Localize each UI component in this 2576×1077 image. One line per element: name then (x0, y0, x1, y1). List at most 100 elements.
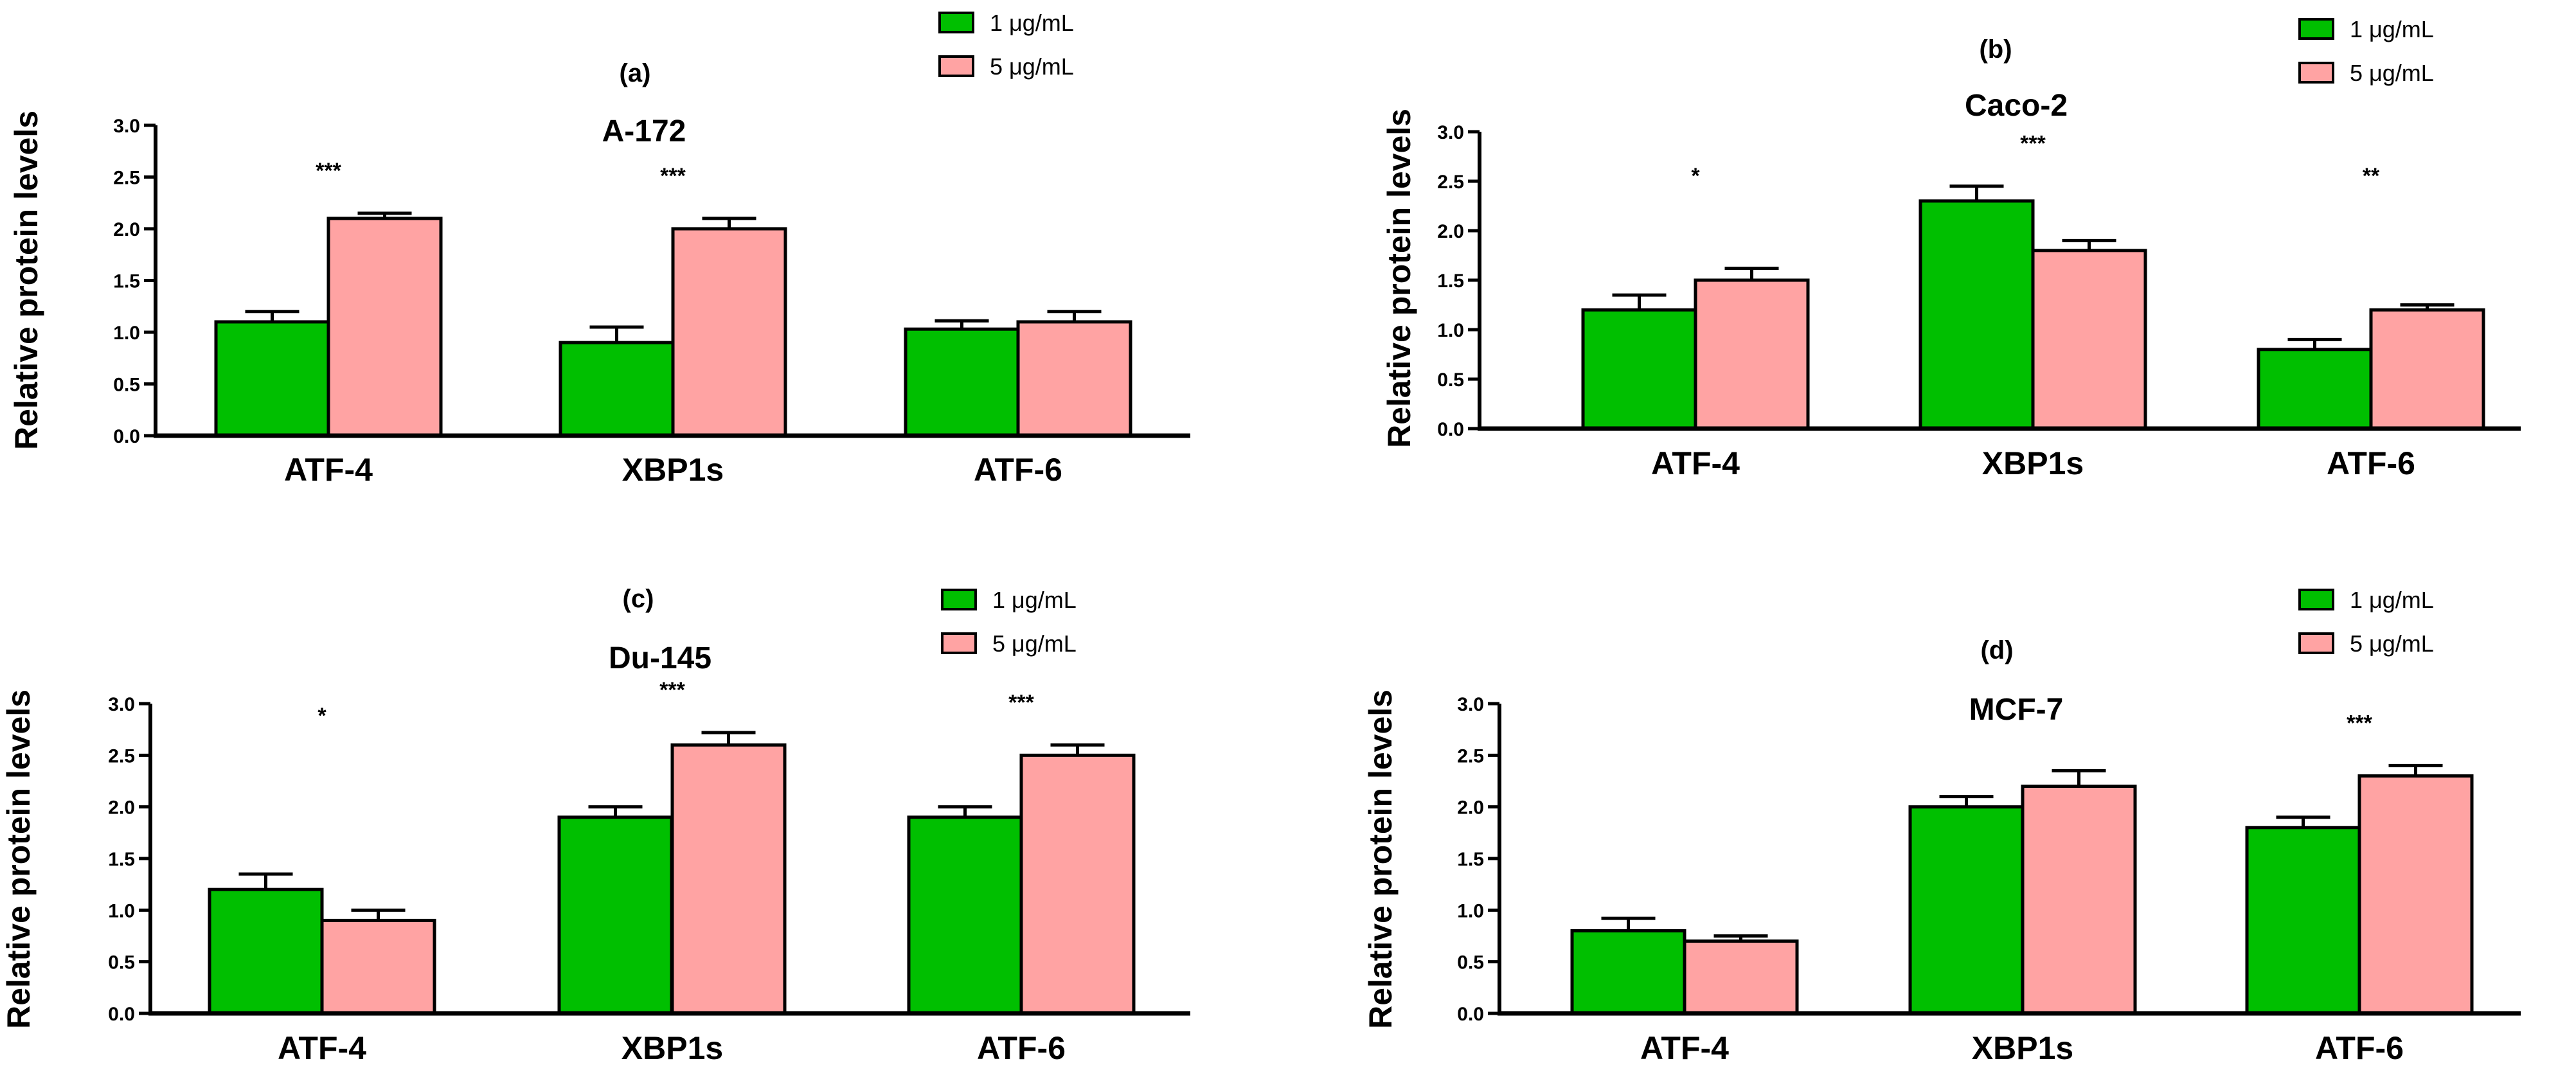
chart-title: Caco-2 (1965, 89, 2068, 123)
significance-marker: * (1691, 164, 1700, 188)
y-tick-label: 3.0 (108, 694, 135, 715)
significance-marker: *** (2347, 711, 2372, 735)
bar-1ug-atf-4 (1581, 308, 1697, 431)
significance-marker: * (318, 704, 326, 728)
y-tick-label: 1.5 (1457, 849, 1484, 870)
legend-label: 5 μg/mL (2350, 630, 2434, 657)
y-tick-label: 2.0 (1437, 221, 1464, 242)
y-tick-label: 1.0 (1437, 320, 1464, 341)
y-axis-label: Relative protein levels (1363, 690, 1399, 1029)
legend-swatch (941, 589, 977, 610)
legend-label: 5 μg/mL (992, 630, 1077, 657)
chart-title: MCF-7 (1969, 693, 2064, 727)
chart-title: A-172 (602, 114, 686, 148)
y-tick-label: 2.0 (113, 219, 140, 240)
legend-label: 5 μg/mL (990, 53, 1074, 80)
panel-letter: (a) (620, 59, 651, 87)
bar-5ug-atf-6 (2357, 774, 2474, 1015)
y-tick-label: 2.5 (113, 168, 140, 189)
y-tick-label: 3.0 (1457, 694, 1484, 715)
x-tick-label: XBP1s (1972, 1030, 2073, 1066)
y-tick-label: 0.5 (1437, 369, 1464, 391)
bar-1ug-atf-4 (208, 887, 324, 1015)
bar-1ug-atf-4 (214, 320, 330, 438)
x-tick-label: ATF-6 (974, 452, 1062, 488)
x-tick-label: XBP1s (622, 1030, 723, 1066)
x-tick-label: ATF-4 (1651, 445, 1740, 481)
y-axis-label: Relative protein levels (1381, 109, 1417, 448)
y-axis-label: Relative protein levels (1, 690, 37, 1029)
x-tick-label: ATF-4 (1640, 1030, 1729, 1066)
chart-panel-3: (c) Du-145 Relative protein levels 0.0 0.5 1.… (1, 585, 1190, 1066)
significance-marker: *** (316, 159, 341, 183)
y-tick-label: 1.0 (113, 323, 140, 344)
bar-5ug-atf-6 (1019, 753, 1136, 1015)
y-tick-label: 3.0 (1437, 122, 1464, 143)
y-tick-label: 1.5 (1437, 271, 1464, 292)
chart-panel-2: (b) Caco-2 Relative protein levels 0.0 0.5 1.… (1381, 16, 2521, 481)
legend-swatch (2298, 62, 2334, 84)
y-tick-label: 1.5 (108, 849, 135, 870)
y-tick-label: 1.0 (1457, 900, 1484, 921)
legend-label: 1 μg/mL (2350, 16, 2434, 42)
x-tick-label: XBP1s (1982, 445, 2084, 481)
legend-swatch (938, 12, 974, 33)
y-tick-label: 0.0 (1457, 1004, 1484, 1025)
legend-label: 1 μg/mL (992, 587, 1077, 613)
y-tick-label: 3.0 (113, 116, 140, 137)
panel-letter: (c) (623, 585, 654, 613)
x-tick-label: ATF-6 (977, 1030, 1066, 1066)
legend-swatch (941, 632, 977, 654)
panel-letter: (d) (1980, 636, 2013, 664)
y-tick-label: 2.5 (1457, 745, 1484, 767)
significance-marker: *** (2020, 132, 2046, 156)
bar-5ug-xbp1s (2031, 249, 2147, 431)
bar-5ug-atf-4 (320, 918, 436, 1015)
legend-swatch (938, 55, 974, 77)
chart-title: Du-145 (609, 641, 711, 675)
y-tick-label: 2.0 (1457, 797, 1484, 819)
significance-marker: *** (1008, 690, 1034, 715)
y-axis-label: Relative protein levels (8, 111, 44, 450)
bar-5ug-atf-6 (1016, 320, 1132, 438)
bar-1ug-atf-4 (1570, 929, 1686, 1015)
y-tick-label: 0.0 (108, 1004, 135, 1025)
bar-1ug-atf-6 (907, 815, 1023, 1015)
bar-5ug-xbp1s (2021, 785, 2137, 1015)
legend-label: 1 μg/mL (990, 10, 1074, 36)
legend-label: 1 μg/mL (2350, 587, 2434, 613)
y-tick-label: 0.0 (113, 426, 140, 447)
bar-1ug-atf-6 (2245, 826, 2361, 1015)
panel-letter: (b) (1979, 35, 2012, 64)
bar-5ug-xbp1s (671, 227, 787, 438)
y-tick-label: 0.0 (1437, 419, 1464, 440)
bar-1ug-xbp1s (557, 815, 674, 1015)
y-tick-label: 2.5 (108, 745, 135, 767)
bar-5ug-atf-4 (1694, 278, 1810, 431)
chart-panel-4: (d) MCF-7 Relative protein levels 0.0 0.5 1.0… (1363, 587, 2521, 1066)
y-tick-label: 2.0 (108, 797, 135, 819)
y-tick-label: 0.5 (108, 952, 135, 974)
y-tick-label: 0.5 (1457, 952, 1484, 974)
legend-swatch (2298, 18, 2334, 40)
x-tick-label: ATF-6 (2315, 1030, 2404, 1066)
bar-5ug-atf-6 (2369, 308, 2485, 431)
x-tick-label: ATF-4 (284, 452, 373, 488)
bar-1ug-xbp1s (1919, 199, 2035, 431)
legend-swatch (2298, 632, 2334, 654)
bar-5ug-atf-4 (326, 217, 443, 438)
bar-1ug-atf-6 (2257, 348, 2373, 431)
significance-marker: ** (2363, 164, 2380, 188)
bar-1ug-xbp1s (1908, 805, 2025, 1015)
bar-1ug-xbp1s (559, 341, 675, 438)
chart-panel-1: (a) A-172 Relative protein levels 0.0 0.5 1.0… (8, 10, 1190, 488)
bar-5ug-xbp1s (670, 743, 787, 1015)
y-tick-label: 1.0 (108, 900, 135, 921)
y-tick-label: 0.5 (113, 375, 140, 396)
bar-1ug-atf-6 (904, 327, 1020, 438)
y-tick-label: 2.5 (1437, 172, 1464, 193)
x-tick-label: ATF-4 (278, 1030, 366, 1066)
significance-marker: *** (660, 164, 686, 188)
legend-swatch (2298, 589, 2334, 610)
